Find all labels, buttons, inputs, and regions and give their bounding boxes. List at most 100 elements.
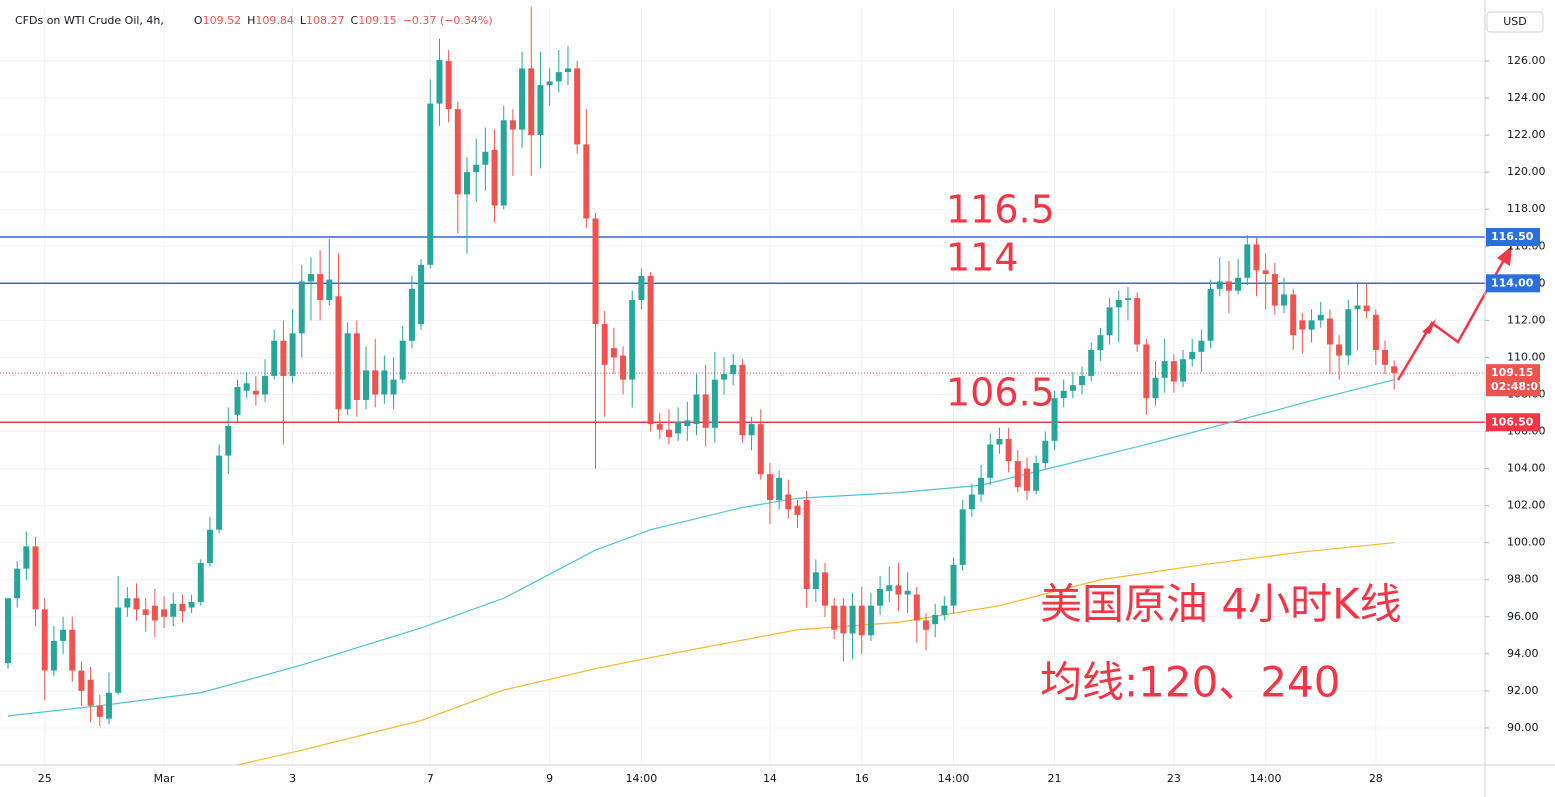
candle-body: [546, 81, 553, 86]
time-axis: 25 Mar 3 7 9 14:00 14 16 14:00 21 23 14:00 28: [38, 772, 1383, 785]
candle-body: [1033, 463, 1040, 491]
moving-averages: [7, 379, 1395, 766]
candle-body: [60, 629, 67, 641]
candle-body: [372, 370, 379, 395]
candle-body: [326, 279, 333, 300]
candle-body: [665, 429, 672, 438]
candle-body: [5, 598, 11, 664]
annotation: 114: [946, 236, 1019, 280]
candle-body: [904, 590, 911, 595]
level-badge: [1486, 227, 1540, 246]
candle-body: [1180, 359, 1187, 382]
candle-body: [1124, 298, 1131, 300]
y-tick-label: 118.00: [1507, 202, 1546, 215]
ohlc-key: C: [351, 14, 359, 27]
candle-body: [1051, 398, 1058, 441]
annotations: 116.5 114 106.5 美国原油 4小时K线 均线:120、240: [946, 188, 1402, 707]
x-tick-label: Mar: [154, 772, 175, 785]
candle-body: [363, 370, 370, 401]
candle-body: [418, 264, 425, 325]
x-tick-label: 25: [38, 772, 52, 785]
candle-body: [1069, 385, 1076, 391]
x-tick-label: 14:00: [626, 772, 658, 785]
candle-body: [693, 394, 700, 425]
level-badge-label: 106.50: [1491, 415, 1534, 428]
candle-body: [179, 603, 186, 612]
candle-body: [601, 324, 608, 365]
candle-body: [170, 603, 177, 617]
annotation: 均线:120、240: [1040, 658, 1340, 707]
candle-body: [14, 568, 21, 599]
candle-body: [1382, 350, 1388, 365]
candle-body: [105, 692, 112, 719]
candle-body: [959, 509, 966, 565]
candle-body: [307, 274, 314, 282]
candle-body: [115, 607, 122, 693]
candle-body: [454, 109, 461, 195]
candle-body: [537, 85, 544, 136]
candle-body: [739, 364, 746, 436]
candle-body: [1253, 244, 1260, 271]
candle-body: [197, 563, 204, 602]
candle-body: [1207, 288, 1214, 341]
candle-body: [1262, 270, 1269, 275]
candle-body: [950, 564, 957, 606]
candle-body: [968, 494, 975, 510]
candle-body: [408, 288, 415, 341]
x-tick-label: 23: [1167, 772, 1181, 785]
candle-body: [886, 585, 893, 591]
y-tick-label: 120.00: [1507, 165, 1546, 178]
y-tick-label: 112.00: [1507, 313, 1546, 326]
candle-body: [96, 705, 103, 717]
candle-body: [748, 424, 755, 436]
candle-body: [877, 588, 884, 606]
y-tick-label: 126.00: [1507, 54, 1546, 67]
candle-body: [151, 605, 158, 621]
candle-body: [1161, 361, 1168, 378]
ohlc-value: 109.52: [203, 14, 242, 27]
candle-body: [1060, 390, 1067, 399]
candle-body: [867, 605, 874, 636]
candle-body: [1042, 440, 1049, 464]
candle-body: [1189, 351, 1196, 360]
y-tick-label: 124.00: [1507, 91, 1546, 104]
candle-body: [583, 144, 590, 219]
candle-body: [564, 68, 571, 73]
candle-body: [344, 333, 351, 410]
candle-body: [262, 375, 269, 395]
candle-body: [252, 390, 259, 395]
candle-body: [1005, 438, 1012, 462]
candle-body: [243, 383, 250, 391]
candle-body: [528, 68, 535, 136]
candle-body: [785, 494, 792, 510]
currency-box[interactable]: [1486, 11, 1544, 33]
candle-body: [987, 444, 994, 478]
candle-body: [436, 60, 443, 104]
candle-body: [656, 424, 663, 430]
symbol: CFDs on WTI Crude Oil, 4h,: [15, 14, 164, 27]
candle-body: [133, 598, 140, 610]
candle-body: [519, 68, 526, 130]
candle-body: [41, 609, 48, 671]
x-tick-label: 21: [1048, 772, 1062, 785]
candle-body: [353, 333, 360, 401]
candle-body: [1244, 244, 1251, 278]
candle-body: [1079, 375, 1086, 386]
last-price-label: 109.15: [1491, 366, 1533, 379]
candle-body: [638, 275, 645, 300]
candle-body: [491, 149, 498, 206]
candle-body: [473, 164, 480, 173]
x-tick-label: 14:00: [938, 772, 970, 785]
annotation: 美国原油 4小时K线: [1040, 580, 1402, 629]
candle-body: [1023, 468, 1030, 491]
x-tick-label: 3: [289, 772, 296, 785]
candle-body: [1216, 281, 1223, 289]
candle-body: [721, 374, 728, 380]
candle-body: [381, 370, 388, 395]
candle-body: [500, 120, 507, 206]
candle-body: [895, 585, 902, 595]
x-tick-label: 16: [855, 772, 869, 785]
candle-body: [1170, 361, 1177, 382]
